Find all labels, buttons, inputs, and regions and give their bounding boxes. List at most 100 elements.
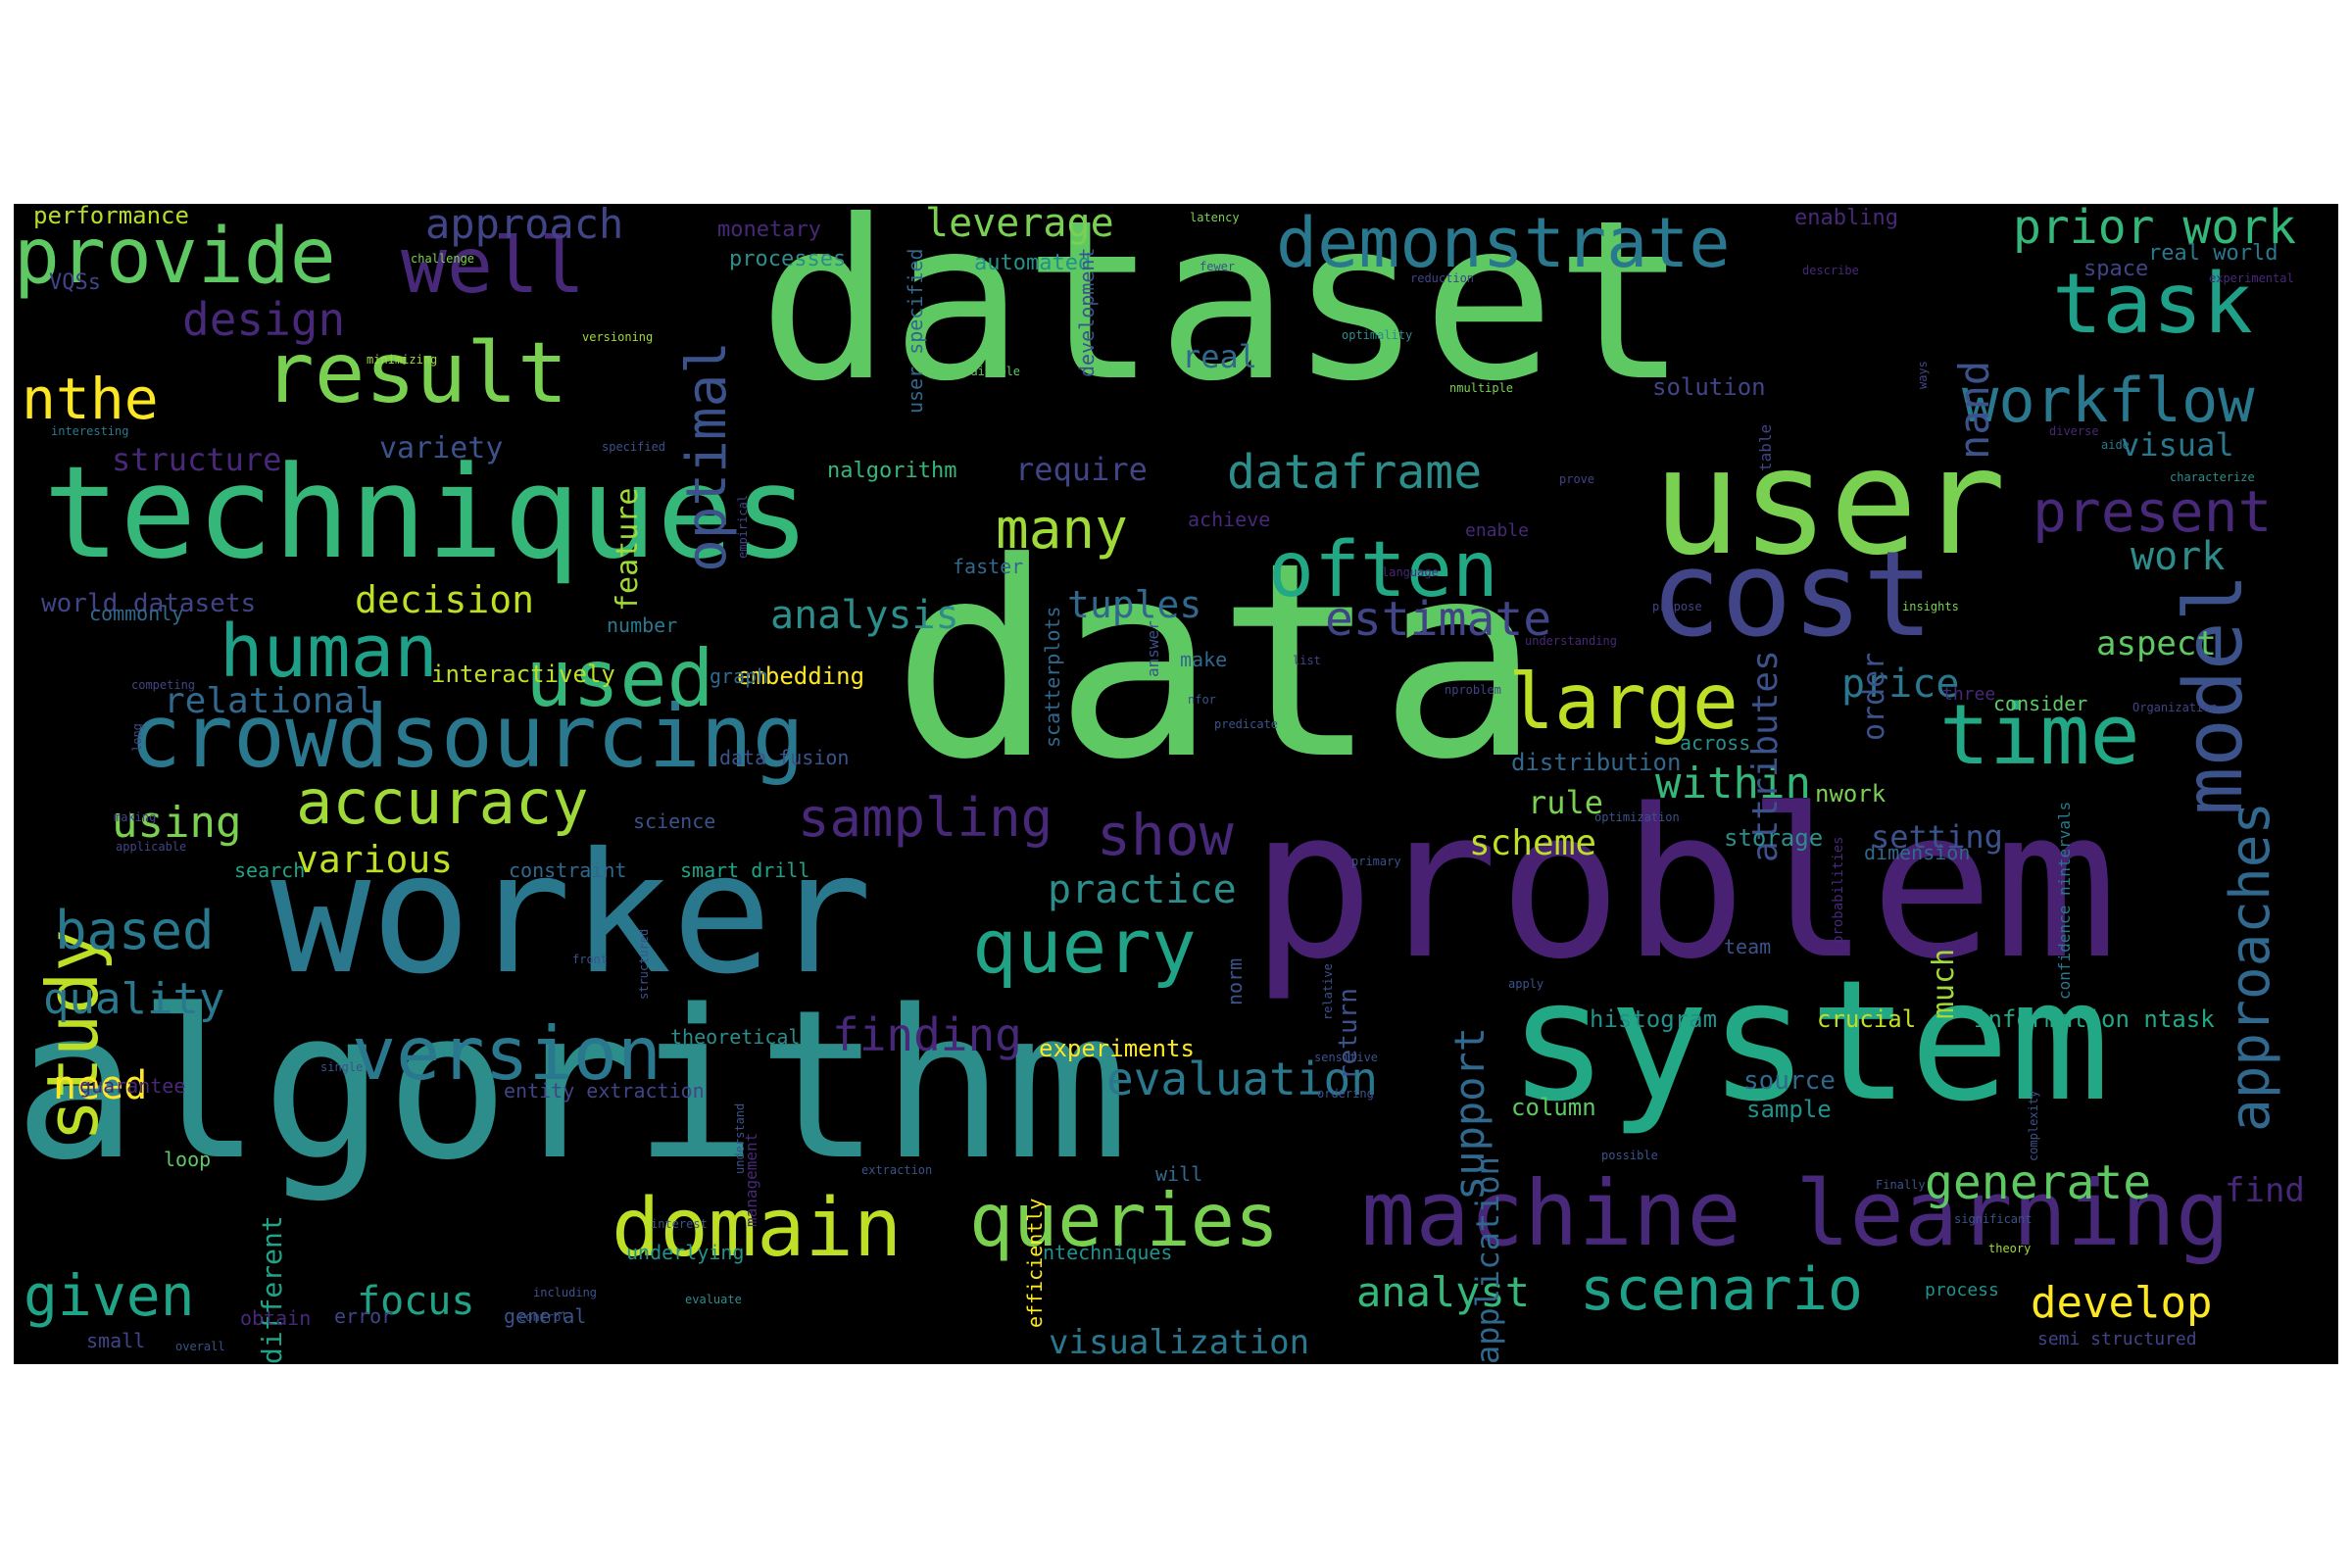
cloud-word: possible bbox=[1601, 1149, 1658, 1162]
cloud-word: given bbox=[24, 1262, 195, 1329]
cloud-word: confidence nintervals bbox=[2055, 802, 2074, 1001]
cloud-word: predicate bbox=[1214, 717, 1279, 731]
cloud-word: competing bbox=[131, 678, 196, 692]
cloud-word: storage bbox=[1724, 824, 1824, 852]
cloud-word: complexity bbox=[2027, 1091, 2040, 1162]
cloud-word: development bbox=[1075, 248, 1099, 378]
cloud-word: real world bbox=[2148, 241, 2278, 266]
cloud-word: many bbox=[996, 498, 1128, 562]
cloud-word: accuracy bbox=[296, 766, 589, 838]
cloud-word: prior work bbox=[2013, 204, 2296, 255]
cloud-word: different bbox=[256, 1215, 288, 1364]
cloud-word: front bbox=[572, 953, 609, 966]
cloud-word: graph bbox=[710, 664, 769, 688]
cloud-word: queries bbox=[969, 1177, 1280, 1263]
cloud-word: interactively bbox=[431, 661, 615, 688]
cloud-word: using bbox=[112, 798, 242, 848]
cloud-word: sample bbox=[1746, 1096, 1832, 1123]
cloud-word: data fusion bbox=[719, 746, 850, 769]
cloud-word: ways bbox=[1916, 361, 1930, 389]
cloud-word: dimension bbox=[1864, 841, 1971, 864]
cloud-word: algorithm bbox=[14, 965, 1129, 1205]
cloud-word: workflow bbox=[1962, 365, 2255, 436]
cloud-word: crucial bbox=[1817, 1005, 1917, 1033]
cloud-word: used bbox=[525, 633, 714, 724]
cloud-word: underlying bbox=[626, 1241, 745, 1264]
cloud-word: focus bbox=[357, 1279, 475, 1324]
cloud-word: experiments bbox=[1039, 1035, 1195, 1062]
cloud-word: aide bbox=[2101, 438, 2130, 452]
cloud-word: source bbox=[1743, 1066, 1836, 1096]
cloud-word: empirical bbox=[736, 495, 750, 560]
cloud-word: processes bbox=[729, 247, 847, 271]
cloud-word: optimal bbox=[675, 341, 739, 573]
cloud-word: specified bbox=[602, 440, 666, 454]
cloud-word: primary bbox=[1351, 855, 1401, 868]
cloud-word: often bbox=[1268, 526, 1498, 614]
cloud-word: well bbox=[401, 222, 585, 311]
cloud-word: design bbox=[182, 293, 346, 346]
cloud-word: nwork bbox=[1815, 780, 1886, 808]
cloud-word: techniques bbox=[43, 438, 810, 587]
cloud-word: ntechniques bbox=[1043, 1241, 1173, 1264]
cloud-word: based bbox=[55, 900, 215, 961]
cloud-word: result bbox=[264, 324, 568, 422]
cloud-word: smart drill bbox=[680, 858, 810, 882]
cloud-word: relational bbox=[164, 681, 376, 721]
cloud-word: order bbox=[1857, 653, 1891, 742]
cloud-word: including bbox=[533, 1286, 598, 1299]
cloud-word: reduction bbox=[1410, 271, 1475, 285]
cloud-word: general bbox=[504, 1304, 587, 1328]
cloud-word: performance bbox=[33, 204, 189, 229]
cloud-word: generate bbox=[1925, 1155, 2152, 1210]
cloud-word: nfor bbox=[1188, 693, 1216, 707]
cloud-word: process bbox=[1925, 1280, 1999, 1300]
cloud-word: nthe bbox=[22, 366, 159, 432]
cloud-word: practice bbox=[1048, 867, 1237, 912]
cloud-word: semi structured bbox=[2037, 1329, 2197, 1349]
cloud-word: characterize bbox=[2170, 470, 2255, 484]
cloud-word: long bbox=[130, 723, 144, 752]
cloud-word: domain bbox=[612, 1182, 903, 1275]
cloud-word: number bbox=[607, 613, 678, 637]
cloud-word: optimality bbox=[1342, 328, 1413, 342]
cloud-word: making bbox=[114, 810, 157, 824]
cloud-word: make bbox=[1180, 648, 1228, 671]
cloud-word: find bbox=[2225, 1171, 2305, 1210]
cloud-word: theory bbox=[1988, 1242, 2032, 1255]
cloud-word: problem bbox=[1250, 764, 2119, 1004]
cloud-word: diverse bbox=[2049, 424, 2099, 438]
cloud-word: demonstrate bbox=[1276, 204, 1731, 283]
cloud-word: team bbox=[1724, 935, 1772, 958]
cloud-word: single bbox=[320, 1060, 364, 1074]
cloud-word: obtain bbox=[240, 1306, 312, 1330]
cloud-word: experimental bbox=[2209, 271, 2294, 285]
cloud-word: machine learning bbox=[1361, 1161, 2230, 1266]
cloud-word: Organization bbox=[2132, 701, 2218, 714]
cloud-word: monetary bbox=[717, 218, 821, 242]
cloud-word: embedding bbox=[737, 662, 865, 690]
cloud-word: error bbox=[334, 1304, 394, 1328]
cloud-word: across bbox=[1680, 731, 1751, 755]
cloud-word: worker bbox=[270, 817, 873, 1011]
cloud-word: nand bbox=[1950, 361, 1998, 461]
word-cloud-canvas: dataset data problem algorithm worker system t… bbox=[14, 204, 2338, 1364]
cloud-word: structure bbox=[112, 441, 282, 478]
cloud-word: science bbox=[633, 809, 716, 833]
cloud-word: available bbox=[956, 365, 1021, 378]
cloud-word: tuples bbox=[1067, 583, 1202, 626]
cloud-word: probabilities bbox=[1831, 836, 1846, 944]
cloud-word: minimizing bbox=[367, 353, 438, 367]
cloud-word: need bbox=[53, 1063, 148, 1108]
cloud-word: constraint bbox=[509, 858, 627, 882]
cloud-word: require bbox=[1015, 451, 1148, 488]
cloud-word: VQSs bbox=[49, 270, 101, 295]
cloud-word: leverage bbox=[925, 204, 1114, 246]
cloud-word: describe bbox=[1802, 264, 1859, 277]
cloud-word: fewer bbox=[1200, 260, 1236, 273]
cloud-word: histogram bbox=[1590, 1005, 1718, 1033]
cloud-word: world datasets bbox=[41, 589, 257, 618]
cloud-word: decision bbox=[355, 578, 535, 621]
cloud-word: structured bbox=[637, 929, 651, 1001]
cloud-word: user specified bbox=[904, 248, 927, 414]
